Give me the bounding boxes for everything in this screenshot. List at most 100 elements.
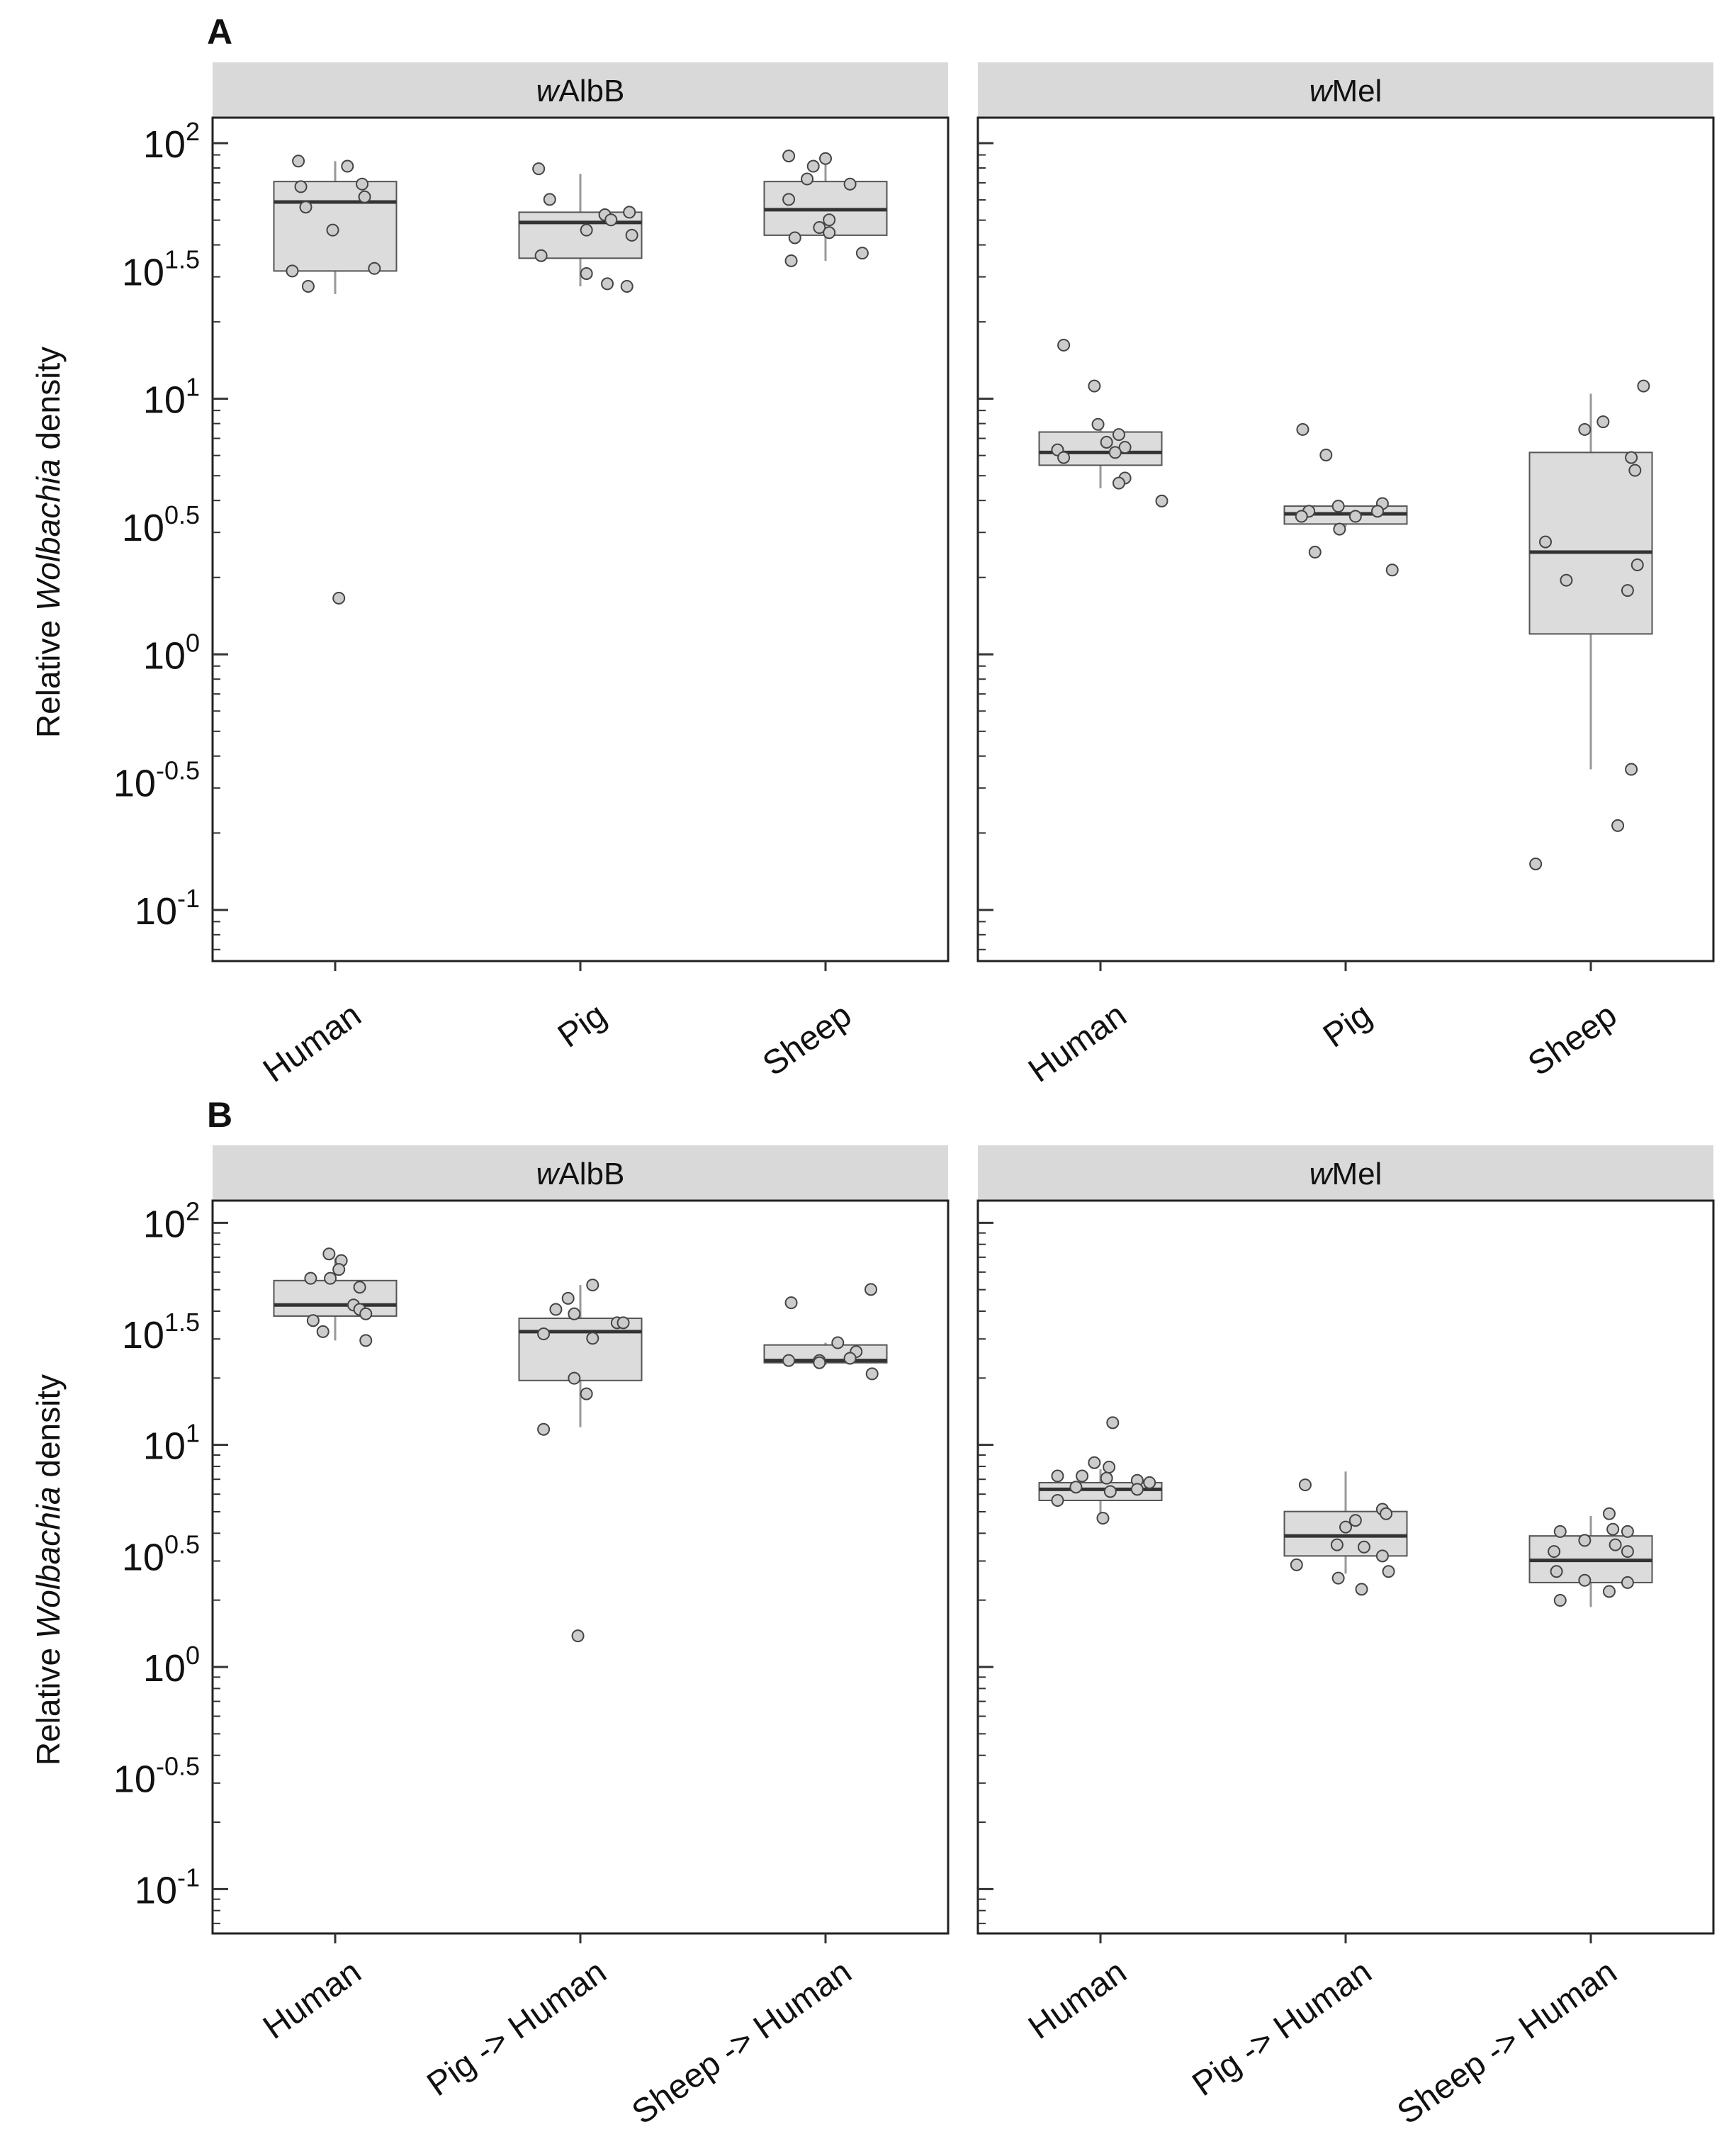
data-point	[1628, 464, 1642, 477]
data-point	[568, 1307, 581, 1320]
y-tick-exponent: 0	[186, 1641, 200, 1670]
data-point	[1548, 1545, 1561, 1559]
data-point	[601, 277, 614, 291]
y-axis-title: Relative Wolbachia density	[30, 1374, 67, 1765]
strip-rest-part: Mel	[1331, 74, 1382, 108]
x-category-label: Pig	[551, 996, 613, 1055]
y-tick-label: 100.5	[122, 500, 200, 549]
data-point	[301, 280, 315, 293]
strip-italic-part: w	[536, 74, 561, 108]
y-tick-exponent: -0.5	[156, 756, 200, 785]
data-point	[1621, 1545, 1634, 1559]
data-point	[813, 1356, 826, 1369]
data-point	[532, 162, 546, 176]
data-point	[1076, 1469, 1089, 1483]
data-point	[1319, 449, 1333, 461]
data-point	[1112, 428, 1125, 442]
y-tick-label: 100	[143, 1641, 200, 1690]
data-point	[1298, 1478, 1312, 1492]
data-point	[1106, 1416, 1120, 1430]
data-point	[306, 1314, 320, 1327]
y-axis-title: Relative Wolbachia density	[30, 347, 67, 738]
data-point	[1578, 422, 1592, 436]
data-point	[1553, 1525, 1567, 1538]
data-point	[1380, 1507, 1393, 1520]
data-point	[332, 591, 346, 605]
y-tick-exponent: -0.5	[156, 1752, 200, 1781]
data-point	[1625, 763, 1638, 776]
x-category-label: Pig -> Human	[420, 1953, 613, 2104]
data-point	[1051, 1494, 1064, 1507]
data-point	[843, 177, 857, 191]
y-tick-exponent: 1	[186, 373, 200, 402]
data-point	[1370, 505, 1384, 518]
facet-strip	[213, 62, 948, 118]
strip-rest-part: AlbB	[558, 1157, 624, 1191]
y-axis-ticks	[213, 1221, 228, 1924]
y-axis-title-italic: Wolbachia	[30, 459, 67, 611]
x-category-label: Sheep -> Human	[1391, 1953, 1624, 2132]
data-point	[1538, 535, 1552, 549]
data-point	[1295, 510, 1308, 523]
y-tick-exponent: 1.5	[164, 1308, 200, 1337]
data-point	[326, 223, 339, 237]
data-point	[571, 1629, 585, 1643]
data-point	[1108, 446, 1122, 459]
data-point	[788, 231, 801, 245]
y-tick-label: 102	[143, 1196, 200, 1245]
data-point	[1308, 546, 1322, 559]
data-point	[332, 1263, 346, 1276]
data-point	[586, 1279, 599, 1292]
data-point	[823, 213, 836, 227]
data-point	[1348, 510, 1362, 523]
panel-B-1: BwAlbB102101.5101100.510010-0.510-1Relat…	[30, 1095, 950, 2132]
y-axis-ticks	[213, 142, 228, 950]
y-tick-base: 10	[113, 1758, 156, 1801]
data-point	[359, 1334, 373, 1347]
data-point	[299, 201, 312, 214]
y-tick-exponent: 0.5	[164, 500, 200, 529]
y-tick-base: 10	[143, 1647, 186, 1690]
x-category-label: Sheep	[1521, 996, 1623, 1084]
y-tick-base: 10	[135, 890, 177, 933]
panel-B-2: wMel Human Pig -> Human Sheep -> Human	[976, 1145, 1715, 2132]
data-point	[537, 1327, 551, 1340]
y-axis-ticks	[978, 1221, 993, 1924]
data-point	[534, 249, 548, 262]
x-category-label: Human	[257, 996, 368, 1090]
data-point	[1057, 338, 1071, 352]
data-point	[1375, 1549, 1389, 1563]
data-point	[864, 1283, 878, 1296]
data-point	[324, 1271, 337, 1285]
y-tick-base: 10	[122, 1314, 164, 1357]
data-point	[819, 152, 832, 165]
y-tick-base: 10	[122, 251, 164, 293]
y-axis-title-post: density	[30, 1374, 67, 1487]
data-point	[1091, 417, 1105, 431]
data-point	[616, 1316, 630, 1330]
data-point	[855, 247, 869, 260]
x-category-label: Pig -> Human	[1185, 1953, 1378, 2104]
data-point	[561, 1291, 575, 1305]
data-point	[580, 223, 593, 237]
y-axis-ticks	[978, 142, 993, 950]
data-point	[322, 1247, 336, 1261]
data-point	[604, 213, 618, 227]
data-point	[356, 177, 369, 191]
iqr-box	[273, 1279, 398, 1317]
data-point	[1057, 451, 1071, 464]
y-tick-exponent: 0	[186, 628, 200, 657]
strip-italic-part: w	[536, 1157, 561, 1191]
y-tick-base: 10	[135, 1869, 177, 1911]
data-point	[1290, 1558, 1303, 1571]
data-point	[1385, 563, 1399, 577]
data-point	[620, 280, 633, 293]
data-point	[784, 1296, 798, 1310]
data-point	[823, 226, 836, 240]
y-tick-label: 102	[143, 117, 200, 166]
y-tick-base: 10	[143, 634, 186, 677]
data-point	[1333, 522, 1346, 536]
facet-strip	[978, 62, 1713, 118]
x-category-label: Human	[257, 1953, 368, 2047]
data-point	[1103, 1485, 1117, 1498]
